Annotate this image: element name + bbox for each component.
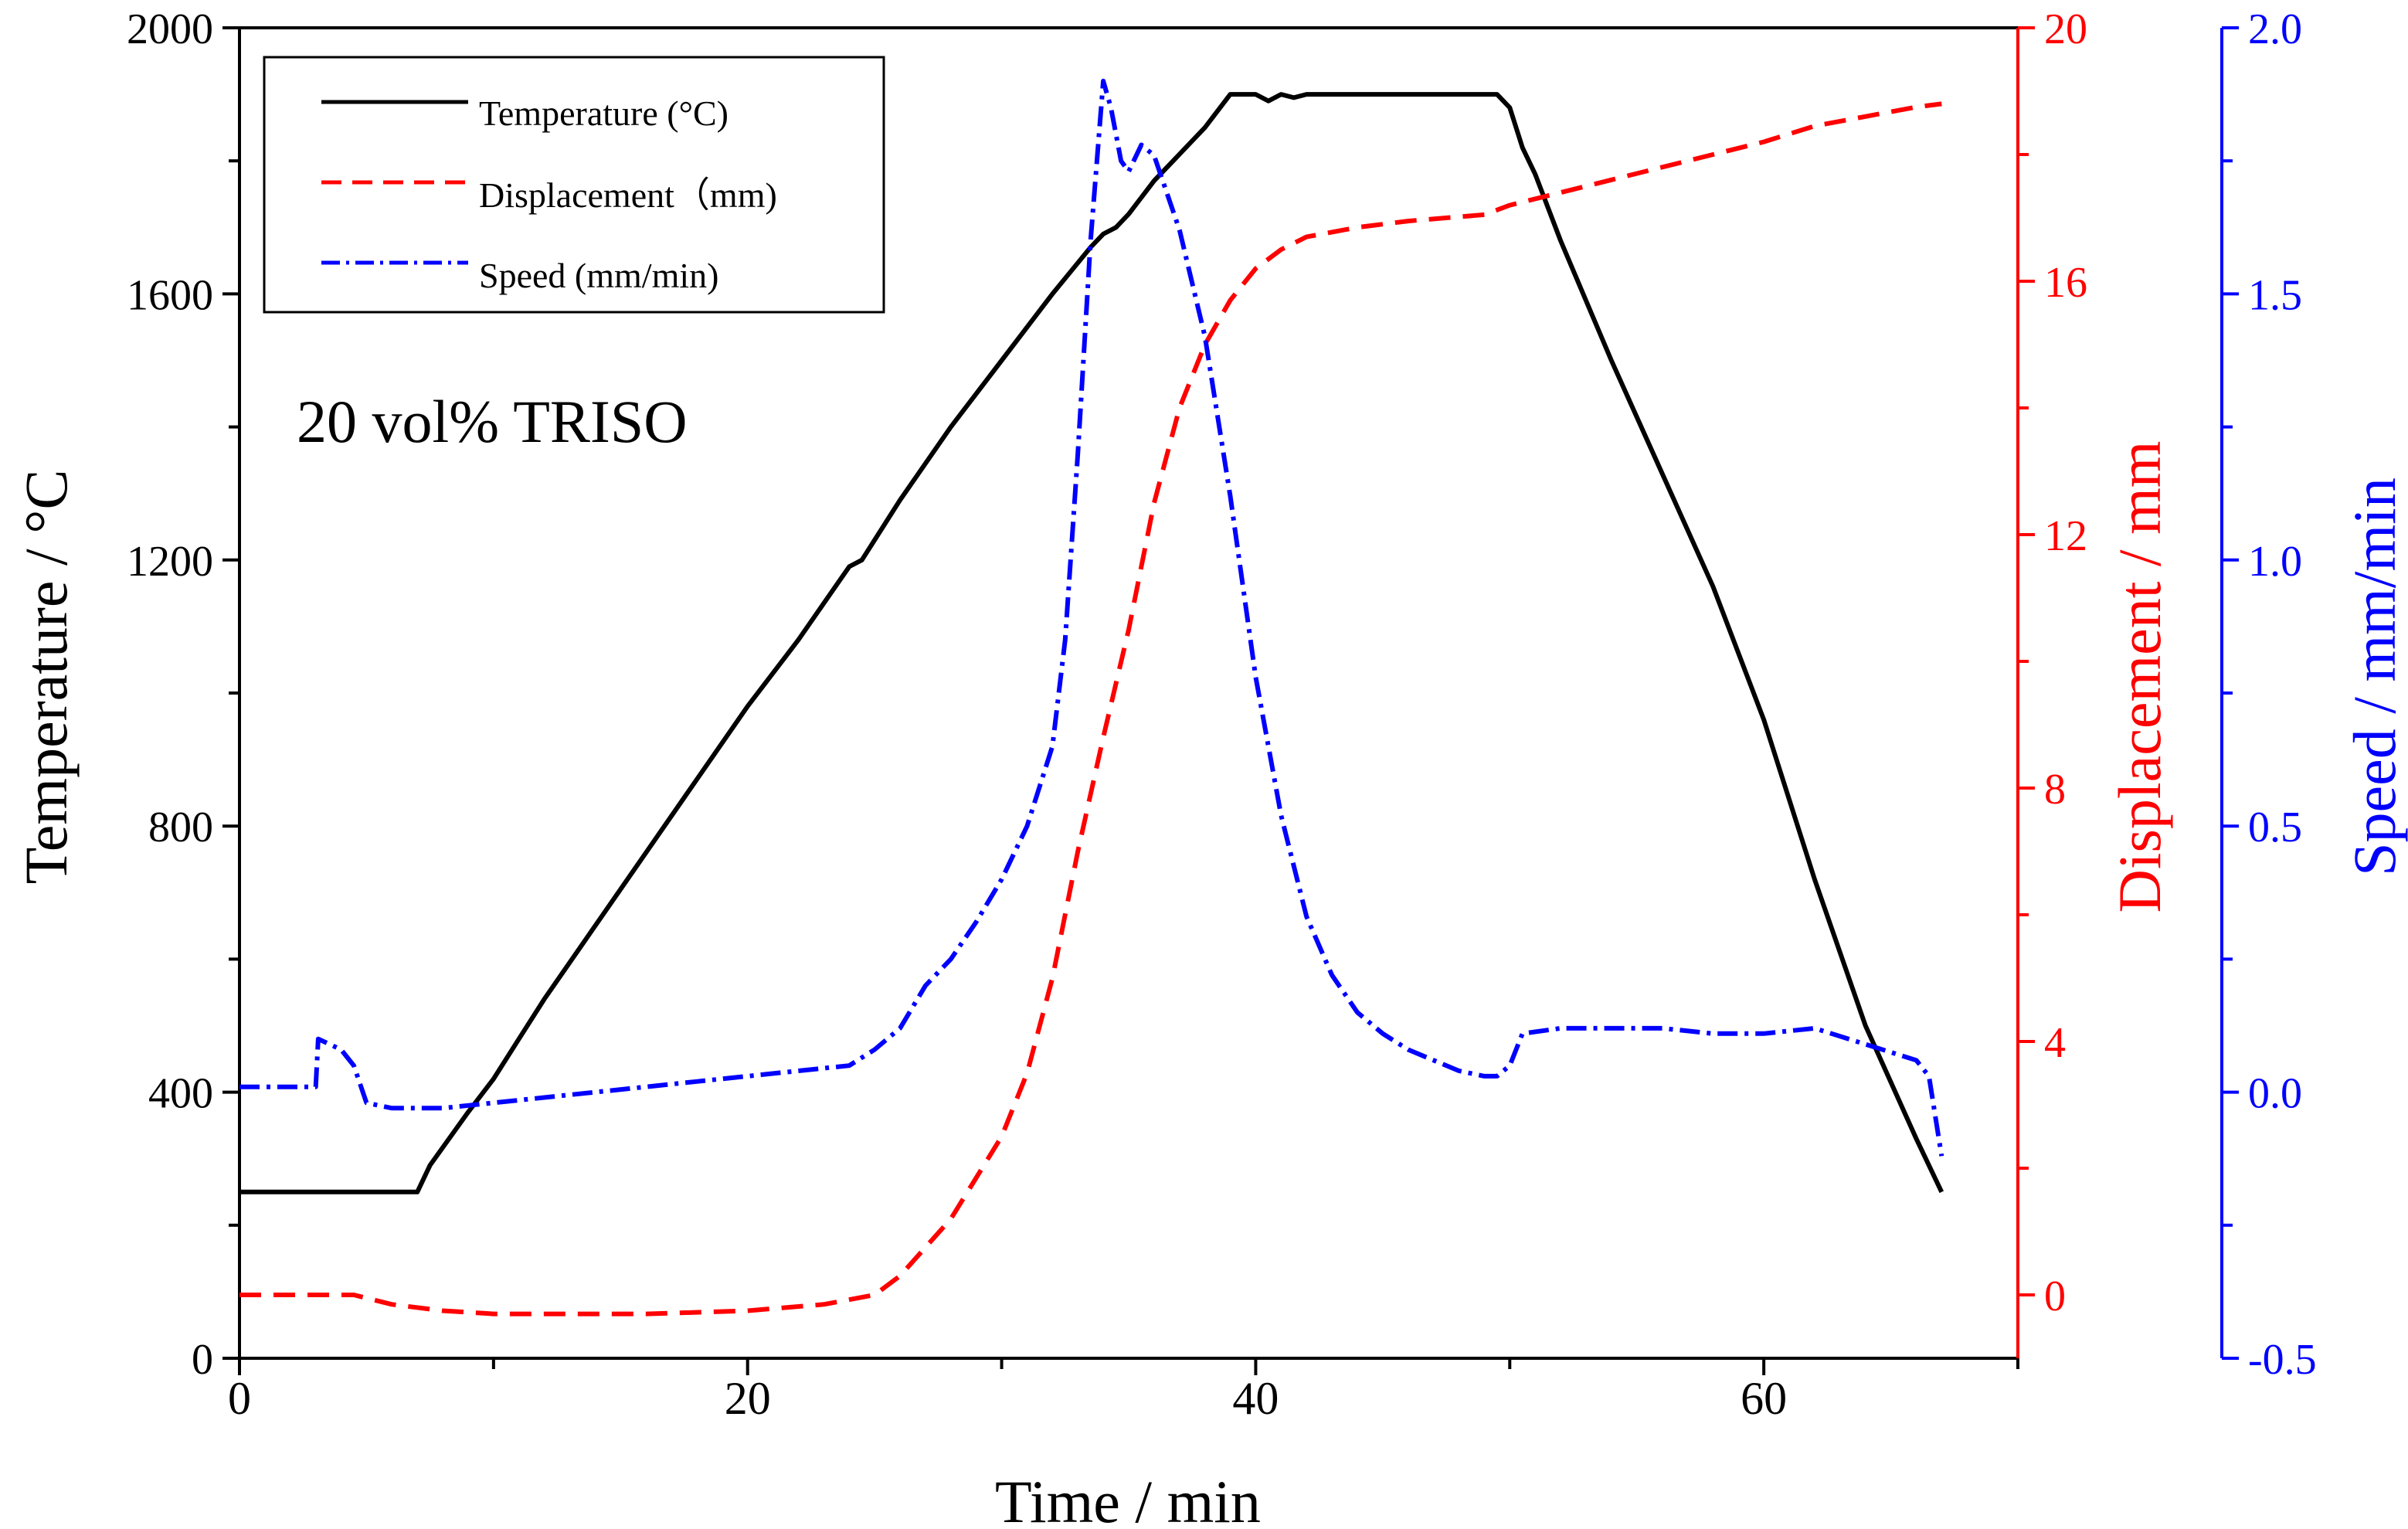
temperature-axis-tick-label: 0 bbox=[192, 1336, 213, 1384]
x-tick-label: 40 bbox=[1232, 1373, 1279, 1424]
series-line-temperature bbox=[239, 92, 1944, 1194]
legend-box bbox=[263, 56, 885, 314]
series-line-speed bbox=[239, 78, 1944, 1157]
speed-axis-tick-label: 1.0 bbox=[2248, 538, 2302, 586]
displacement-axis-tick-label: 4 bbox=[2044, 1019, 2066, 1067]
displacement-axis-tick-label: 20 bbox=[2044, 5, 2087, 53]
x-tick-label: 0 bbox=[228, 1373, 251, 1424]
speed-axis-tick-label: 1.5 bbox=[2248, 271, 2302, 319]
x-axis-title: Time / min bbox=[995, 1468, 1261, 1529]
speed-axis-tick-label: 0.0 bbox=[2248, 1070, 2302, 1118]
legend-label-displacement: Displacement（mm) bbox=[479, 175, 777, 215]
legend-label-speed: Speed (mm/min) bbox=[479, 256, 718, 295]
speed-axis-tick-label: 0.5 bbox=[2248, 804, 2302, 851]
x-tick-label: 60 bbox=[1741, 1373, 1787, 1424]
left-axis-title: Temperature / °C bbox=[12, 470, 80, 885]
series-line-displacement bbox=[239, 101, 1942, 1317]
temperature-axis-tick-label: 800 bbox=[148, 804, 213, 851]
temperature-axis-tick-label: 1600 bbox=[127, 271, 213, 319]
temperature-axis-tick-label: 400 bbox=[148, 1070, 213, 1118]
x-tick-label: 20 bbox=[725, 1373, 771, 1424]
displacement-axis-tick-label: 8 bbox=[2044, 766, 2066, 814]
annotation-sample: 20 vol% TRISO bbox=[297, 388, 688, 455]
speed-axis-tick-label: 2.0 bbox=[2248, 5, 2302, 53]
temperature-axis-tick-label: 1200 bbox=[127, 538, 213, 586]
displacement-axis-title: Displacement / mm bbox=[2106, 441, 2173, 913]
displacement-axis-tick-label: 16 bbox=[2044, 259, 2087, 307]
displacement-axis-tick-label: 0 bbox=[2044, 1272, 2066, 1320]
speed-axis-title: Speed / mm/min bbox=[2341, 477, 2408, 876]
speed-axis-tick-label: -0.5 bbox=[2248, 1336, 2317, 1384]
temperature-axis-tick-label: 2000 bbox=[127, 5, 213, 53]
displacement-axis-tick-label: 12 bbox=[2044, 512, 2087, 560]
legend-label-temperature: Temperature (°C) bbox=[479, 93, 729, 133]
